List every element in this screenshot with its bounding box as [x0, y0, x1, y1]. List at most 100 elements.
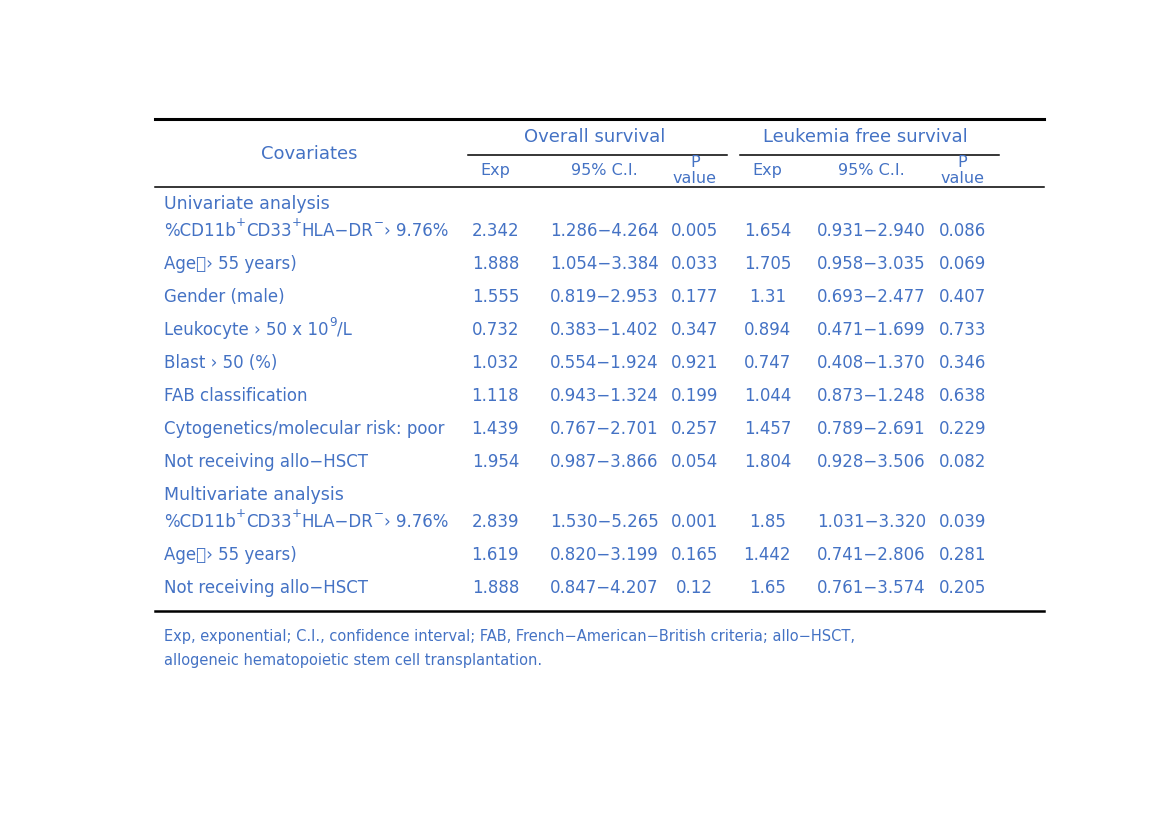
- Text: 1.804: 1.804: [744, 453, 791, 471]
- Text: Overall survival: Overall survival: [524, 128, 666, 146]
- Text: 0.407: 0.407: [938, 287, 986, 306]
- Text: +: +: [236, 507, 246, 520]
- Text: 0.638: 0.638: [938, 387, 986, 405]
- Text: 0.958−3.035: 0.958−3.035: [818, 254, 925, 273]
- Text: 1.439: 1.439: [472, 420, 519, 438]
- Text: 0.082: 0.082: [938, 453, 986, 471]
- Text: 0.747: 0.747: [744, 354, 791, 372]
- Text: Cytogenetics/molecular risk: poor: Cytogenetics/molecular risk: poor: [164, 420, 445, 438]
- Text: 1.442: 1.442: [744, 546, 791, 563]
- Text: 0.12: 0.12: [676, 579, 714, 596]
- Text: 95% C.I.: 95% C.I.: [838, 163, 906, 178]
- Text: Covariates: Covariates: [261, 145, 358, 163]
- Text: Leukemia free survival: Leukemia free survival: [763, 128, 968, 146]
- Text: +: +: [291, 216, 302, 230]
- Text: 0.761−3.574: 0.761−3.574: [818, 579, 925, 596]
- Text: Age（› 55 years): Age（› 55 years): [164, 254, 297, 273]
- Text: 0.554−1.924: 0.554−1.924: [550, 354, 659, 372]
- Text: 1.85: 1.85: [749, 513, 786, 530]
- Text: Age（› 55 years): Age（› 55 years): [164, 546, 297, 563]
- Text: 1.705: 1.705: [744, 254, 791, 273]
- Text: 9: 9: [329, 316, 337, 329]
- Text: 0.873−1.248: 0.873−1.248: [818, 387, 925, 405]
- Text: Univariate analysis: Univariate analysis: [164, 195, 330, 213]
- Text: 0.693−2.477: 0.693−2.477: [818, 287, 925, 306]
- Text: 1.954: 1.954: [472, 453, 519, 471]
- Text: allogeneic hematopoietic stem cell transplantation.: allogeneic hematopoietic stem cell trans…: [164, 653, 543, 668]
- Text: Leukocyte › 50 x 10: Leukocyte › 50 x 10: [164, 320, 329, 339]
- Text: /L: /L: [337, 320, 351, 339]
- Text: 0.229: 0.229: [938, 420, 986, 438]
- Text: CD33: CD33: [246, 221, 291, 240]
- Text: 1.555: 1.555: [472, 287, 519, 306]
- Text: 1.530−5.265: 1.530−5.265: [550, 513, 659, 530]
- Text: CD33: CD33: [246, 513, 291, 530]
- Text: 0.257: 0.257: [672, 420, 718, 438]
- Text: 0.732: 0.732: [472, 320, 519, 339]
- Text: 1.118: 1.118: [472, 387, 519, 405]
- Text: 1.65: 1.65: [749, 579, 786, 596]
- Text: −: −: [373, 216, 384, 230]
- Text: HLA−DR: HLA−DR: [302, 513, 373, 530]
- Text: 0.177: 0.177: [672, 287, 718, 306]
- Text: 0.347: 0.347: [672, 320, 718, 339]
- Text: 2.342: 2.342: [472, 221, 519, 240]
- Text: 0.921: 0.921: [672, 354, 718, 372]
- Text: 0.733: 0.733: [938, 320, 986, 339]
- Text: 0.789−2.691: 0.789−2.691: [818, 420, 925, 438]
- Text: 0.767−2.701: 0.767−2.701: [550, 420, 659, 438]
- Text: 0.820−3.199: 0.820−3.199: [550, 546, 659, 563]
- Text: 0.165: 0.165: [672, 546, 718, 563]
- Text: 0.039: 0.039: [938, 513, 986, 530]
- Text: 1.31: 1.31: [749, 287, 786, 306]
- Text: FAB classification: FAB classification: [164, 387, 308, 405]
- Text: Blast › 50 (%): Blast › 50 (%): [164, 354, 277, 372]
- Text: 0.819−2.953: 0.819−2.953: [550, 287, 659, 306]
- Text: +: +: [291, 507, 302, 520]
- Text: › 9.76%: › 9.76%: [384, 513, 448, 530]
- Text: › 9.76%: › 9.76%: [384, 221, 448, 240]
- Text: 95% C.I.: 95% C.I.: [571, 163, 638, 178]
- Text: 0.054: 0.054: [672, 453, 718, 471]
- Text: 1.619: 1.619: [472, 546, 519, 563]
- Text: 0.894: 0.894: [744, 320, 791, 339]
- Text: 0.001: 0.001: [672, 513, 718, 530]
- Text: 0.847−4.207: 0.847−4.207: [550, 579, 659, 596]
- Text: P
value: P value: [941, 154, 984, 186]
- Text: 0.281: 0.281: [938, 546, 986, 563]
- Text: 0.033: 0.033: [672, 254, 718, 273]
- Text: 0.408−1.370: 0.408−1.370: [818, 354, 925, 372]
- Text: Exp, exponential; C.I., confidence interval; FAB, French−American−British criter: Exp, exponential; C.I., confidence inter…: [164, 629, 855, 643]
- Text: 1.044: 1.044: [744, 387, 791, 405]
- Text: 1.286−4.264: 1.286−4.264: [550, 221, 659, 240]
- Text: Not receiving allo−HSCT: Not receiving allo−HSCT: [164, 453, 369, 471]
- Text: 0.069: 0.069: [938, 254, 986, 273]
- Text: P
value: P value: [673, 154, 717, 186]
- Text: 0.471−1.699: 0.471−1.699: [818, 320, 925, 339]
- Text: 0.346: 0.346: [938, 354, 986, 372]
- Text: 0.987−3.866: 0.987−3.866: [550, 453, 659, 471]
- Text: 1.888: 1.888: [472, 254, 519, 273]
- Text: Exp: Exp: [481, 163, 510, 178]
- Text: 1.032: 1.032: [472, 354, 519, 372]
- Text: 1.054−3.384: 1.054−3.384: [550, 254, 659, 273]
- Text: 1.654: 1.654: [744, 221, 791, 240]
- Text: Not receiving allo−HSCT: Not receiving allo−HSCT: [164, 579, 369, 596]
- Text: 2.839: 2.839: [472, 513, 519, 530]
- Text: Multivariate analysis: Multivariate analysis: [164, 487, 344, 504]
- Text: 0.741−2.806: 0.741−2.806: [818, 546, 925, 563]
- Text: HLA−DR: HLA−DR: [302, 221, 373, 240]
- Text: %CD11b: %CD11b: [164, 513, 236, 530]
- Text: 0.205: 0.205: [938, 579, 986, 596]
- Text: +: +: [236, 216, 246, 230]
- Text: 0.005: 0.005: [672, 221, 718, 240]
- Text: Gender (male): Gender (male): [164, 287, 285, 306]
- Text: 0.086: 0.086: [938, 221, 986, 240]
- Text: 1.457: 1.457: [744, 420, 791, 438]
- Text: Exp: Exp: [752, 163, 783, 178]
- Text: 0.931−2.940: 0.931−2.940: [818, 221, 925, 240]
- Text: 0.943−1.324: 0.943−1.324: [550, 387, 659, 405]
- Text: 1.888: 1.888: [472, 579, 519, 596]
- Text: %CD11b: %CD11b: [164, 221, 236, 240]
- Text: 0.199: 0.199: [672, 387, 718, 405]
